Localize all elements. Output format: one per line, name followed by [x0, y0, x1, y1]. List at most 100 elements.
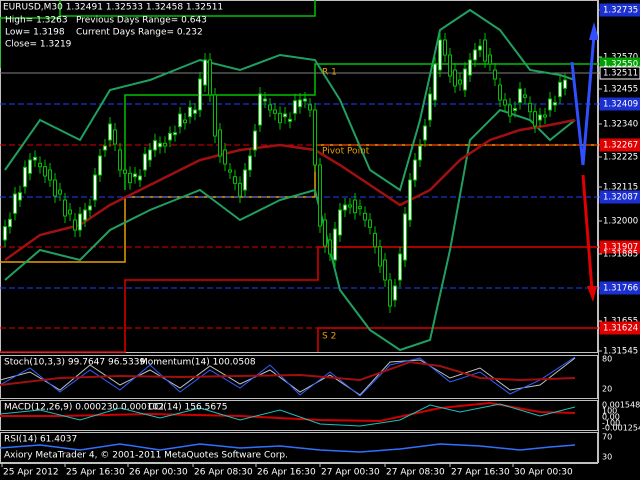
candle [248, 155, 252, 171]
candle [13, 193, 17, 214]
candle [328, 239, 332, 255]
time-label: 27 Apr 00:30 [321, 468, 380, 478]
candle [53, 179, 57, 197]
candle [403, 213, 407, 261]
candles [3, 33, 567, 313]
candle [363, 212, 367, 221]
time-label: 27 Apr 08:30 [386, 468, 445, 478]
candle [198, 78, 202, 111]
indicator-label: RSI(14) 61.4037 [4, 435, 77, 445]
candle [313, 109, 317, 166]
candle [398, 253, 402, 281]
candle [178, 113, 182, 128]
candle [173, 132, 177, 136]
candle [153, 140, 157, 151]
candle [93, 174, 97, 201]
indicator-label: MACD(12,26,9) 0.000230 0.000102 [4, 403, 164, 413]
candle [533, 111, 537, 127]
price-label: 1.32087 [603, 193, 638, 203]
candle [483, 39, 487, 62]
price-box [599, 190, 640, 204]
candle [233, 176, 237, 184]
price-label: 1.31907 [603, 243, 638, 253]
stoch-line [0, 357, 576, 396]
momentum-line [0, 356, 576, 397]
candle [433, 63, 437, 101]
candle [208, 59, 212, 96]
candle [348, 204, 352, 208]
candle [268, 104, 272, 111]
indicator-axis-label: 100 [602, 407, 617, 416]
candle [333, 228, 337, 261]
indicator-axis-label: 0.001548 [602, 401, 640, 410]
candle [103, 145, 107, 151]
cci-line [0, 403, 576, 427]
candle [508, 104, 512, 117]
candle [353, 199, 357, 214]
candle [303, 98, 307, 102]
rsi-line [0, 443, 576, 453]
candle [518, 88, 522, 103]
price-label: 1.32409 [603, 100, 638, 110]
arrow-head [587, 286, 597, 302]
candle [38, 162, 42, 168]
candle [78, 213, 82, 231]
candle [553, 102, 557, 106]
candle [368, 219, 372, 228]
info-curr-range: Current Days Range= 0.232 [76, 28, 203, 38]
candle [253, 130, 257, 151]
price-box [599, 281, 640, 295]
info-prev-range: Previous Days Range= 0.643 [76, 16, 207, 26]
forecast-down [581, 174, 594, 291]
candle [43, 166, 47, 177]
signal-line [0, 360, 576, 386]
axes: 1.327351.325701.325501.325111.324551.324… [1, 3, 640, 478]
candle [463, 68, 467, 91]
candle [163, 142, 167, 147]
candle [288, 118, 292, 122]
candle [113, 129, 117, 145]
macd-signal [0, 401, 576, 423]
indicator-label: Momentum(14) 100.0508 [140, 358, 256, 368]
time-label: 26 Apr 00:30 [129, 468, 188, 478]
candle [413, 159, 417, 181]
indicator-label: CCI(14) 156.5675 [148, 403, 228, 413]
candle [68, 209, 72, 215]
candle [438, 39, 442, 71]
candle [543, 114, 547, 118]
candle [393, 285, 397, 301]
candle [383, 259, 387, 281]
price-box [599, 66, 640, 80]
candle [503, 99, 507, 106]
grid-levels [0, 72, 598, 329]
indicator-axis-label: 80 [602, 355, 612, 364]
arrow-head [589, 22, 599, 40]
candle [278, 112, 282, 124]
candle [478, 45, 482, 51]
candle [513, 108, 517, 111]
candle [123, 169, 127, 174]
indicator-axis-label: -0.001254 [602, 424, 640, 433]
candle [98, 155, 102, 176]
candle [18, 192, 22, 201]
candle [88, 205, 92, 211]
price-label: 1.32115 [603, 183, 638, 193]
lower-band [4, 108, 576, 352]
price-label: 1.32455 [603, 85, 638, 95]
price-label: 1.32735 [603, 6, 638, 16]
candle [318, 164, 322, 227]
r-level [0, 0, 61, 68]
candle [83, 209, 87, 221]
info-low: Low= 1.3198 [5, 28, 65, 38]
candle [188, 106, 192, 118]
upper-band [4, 8, 576, 192]
candle [378, 246, 382, 267]
candle [73, 219, 77, 231]
candle [128, 172, 132, 184]
footer: Axiory MetaTrader 4, © 2001-2011 MetaQuo… [4, 451, 288, 461]
candle [58, 189, 62, 195]
candle [263, 98, 267, 102]
candle [108, 123, 112, 141]
indicator-label: Stoch(10,3,3) 99.7647 96.5339 [4, 358, 145, 368]
